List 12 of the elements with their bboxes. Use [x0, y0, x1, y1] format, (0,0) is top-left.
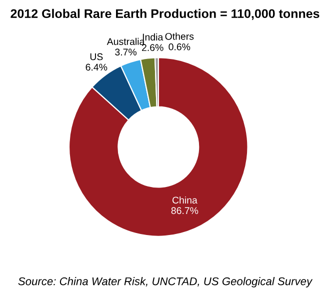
slice-label: China — [172, 196, 198, 204]
data-label: 3.7% — [115, 48, 137, 56]
slice-label: India — [142, 33, 164, 41]
slice-label: Others — [165, 32, 194, 40]
chart-title: 2012 Global Rare Earth Production = 110,000 tonnes — [10, 8, 320, 20]
slice-label: Australia — [106, 38, 145, 46]
data-label: 0.6% — [168, 43, 190, 50]
data-label: 86.7% — [171, 207, 198, 214]
slice-label: US — [90, 53, 103, 60]
data-label: 2.6% — [142, 44, 164, 52]
data-label: 6.4% — [86, 64, 108, 71]
source-note: Source: China Water Risk, UNCTAD, US Geological Survey — [18, 277, 313, 288]
